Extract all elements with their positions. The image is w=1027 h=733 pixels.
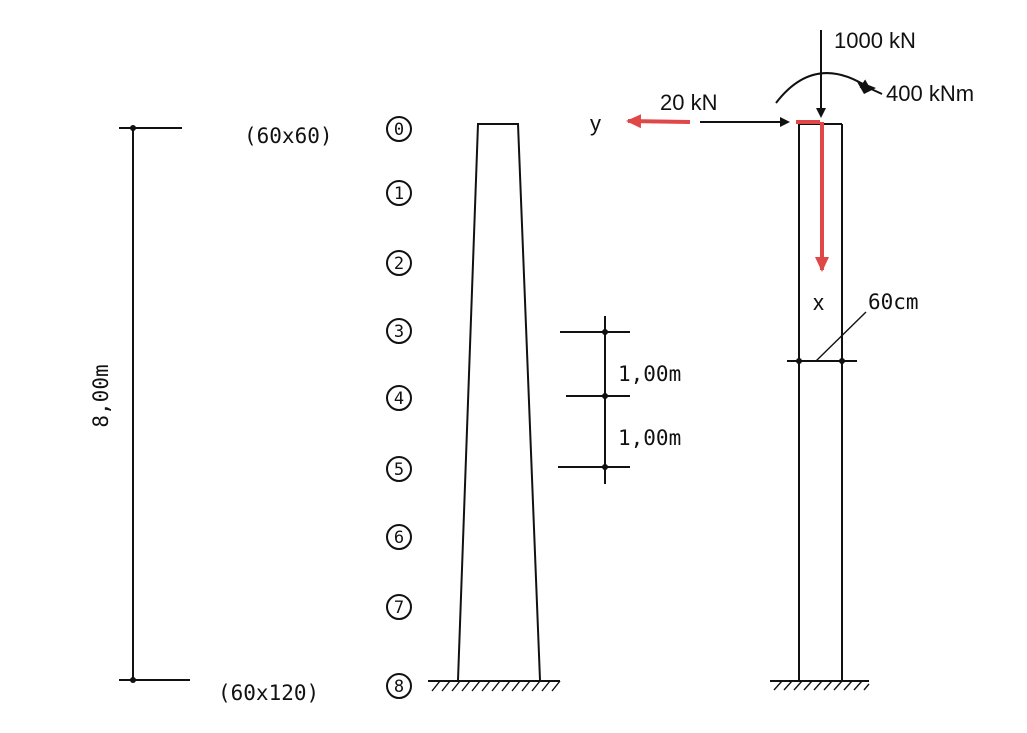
node-2: 2 (386, 250, 412, 276)
tapered-column (428, 123, 561, 692)
moment-leader (868, 87, 883, 95)
node-markers: 0 1 2 3 4 5 6 7 (386, 116, 412, 699)
vertical-load-label: 1000 kN (834, 28, 916, 53)
local-axes: y x (590, 111, 829, 315)
node-8-label: 8 (394, 677, 404, 697)
width-dot-left (796, 358, 802, 364)
node-5: 5 (386, 456, 412, 482)
node-0: 0 (386, 116, 412, 142)
spacing-dot-bottom (602, 464, 608, 470)
y-axis-arrow (626, 114, 691, 129)
moment-arrowhead (856, 80, 876, 94)
moment-load: 400 kNm (775, 72, 974, 106)
node-4: 4 (386, 385, 412, 411)
horizontal-load-label: 20 kN (660, 90, 717, 115)
y-axis-label: y (590, 111, 601, 136)
horizontal-load: 20 kN (660, 90, 790, 127)
moment-load-label: 400 kNm (886, 81, 974, 106)
height-dimension-bottom-dot (130, 677, 136, 683)
node-6: 6 (386, 524, 412, 550)
height-dimension: 8,00m (89, 125, 190, 683)
top-section-label: (60x60) (244, 124, 333, 148)
node-6-label: 6 (394, 528, 404, 548)
spacing-label-a: 1,00m (618, 362, 681, 386)
node-3: 3 (386, 318, 412, 344)
node-1: 1 (386, 180, 412, 206)
moment-arc-arrow (775, 72, 871, 104)
height-dimension-label: 8,00m (89, 364, 113, 427)
node-2-label: 2 (394, 254, 404, 274)
prismatic-column: 60cm (770, 123, 919, 691)
width-leader-line (815, 311, 867, 362)
spacing-label-b: 1,00m (618, 426, 681, 450)
tapered-column-outline (457, 123, 541, 681)
node-8: 8 (386, 673, 412, 699)
fixed-support-hatch-right (773, 680, 870, 691)
node-4-label: 4 (394, 389, 404, 409)
width-dot-right (839, 358, 845, 364)
node-7-label: 7 (394, 598, 404, 618)
spacing-dimension: 1,00m 1,00m (558, 316, 681, 484)
fixed-support-hatch-left (431, 680, 561, 692)
height-dimension-top-dot (130, 125, 136, 131)
spacing-dot-middle (602, 393, 608, 399)
node-0-label: 0 (394, 120, 404, 140)
node-5-label: 5 (394, 460, 404, 480)
spacing-dot-top (602, 329, 608, 335)
bottom-section-label: (60x120) (218, 681, 319, 705)
node-1-label: 1 (394, 184, 404, 204)
node-7: 7 (386, 594, 412, 620)
node-3-label: 3 (394, 322, 404, 342)
width-label: 60cm (868, 290, 919, 314)
x-axis-label: x (813, 290, 824, 315)
